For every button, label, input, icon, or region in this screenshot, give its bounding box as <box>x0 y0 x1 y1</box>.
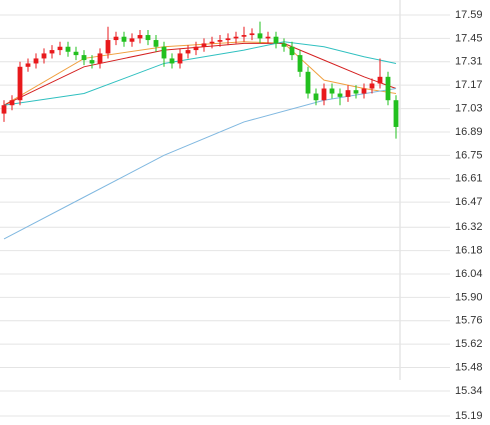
candle-body <box>73 51 79 56</box>
candle-body <box>121 36 127 42</box>
candle-body <box>113 36 119 41</box>
candle-body <box>129 38 135 42</box>
candle-body <box>233 36 239 39</box>
candle-body <box>25 63 31 67</box>
candle-body <box>105 40 111 54</box>
y-tick-label: 17.45 <box>455 32 483 44</box>
candle-body <box>321 88 327 101</box>
y-tick-label: 16.75 <box>455 149 483 161</box>
candle-body <box>153 40 159 47</box>
candle-body <box>297 55 303 72</box>
moving-average <box>3 41 397 106</box>
candle-body <box>193 46 199 51</box>
candle-body <box>97 53 103 64</box>
candle-body <box>257 33 263 39</box>
candle-body <box>305 71 311 94</box>
candle-body <box>33 58 39 64</box>
y-tick-label: 16.32 <box>455 221 483 233</box>
candle-body <box>369 83 375 89</box>
y-tick-label: 17.03 <box>455 102 483 114</box>
candle-body <box>57 46 63 51</box>
candle-body <box>393 100 399 127</box>
y-tick-label: 15.90 <box>455 291 483 303</box>
candle-body <box>241 35 247 37</box>
candle-body <box>137 35 143 39</box>
candle-body <box>353 90 359 94</box>
y-tick-label: 16.61 <box>455 173 483 185</box>
y-tick-label: 15.34 <box>455 385 483 397</box>
candle-body <box>329 88 335 94</box>
candle-body <box>9 100 15 106</box>
candle-body <box>41 53 47 59</box>
candle-body <box>17 66 23 101</box>
candle-body <box>65 46 71 52</box>
candle-body <box>89 60 95 64</box>
candle-body <box>169 58 175 64</box>
candle-body <box>377 76 383 84</box>
y-tick-label: 16.18 <box>455 244 483 256</box>
candle-body <box>49 50 55 54</box>
candle-body <box>1 105 7 114</box>
candle-body <box>273 36 279 44</box>
candle-body <box>185 50 191 54</box>
candle-body <box>281 43 287 47</box>
y-tick-label: 15.19 <box>455 410 483 422</box>
candle-body <box>209 41 215 44</box>
y-tick-label: 16.04 <box>455 268 483 280</box>
candle-body <box>249 33 255 36</box>
moving-average <box>3 88 397 240</box>
y-tick-label: 17.31 <box>455 56 483 68</box>
candle-body <box>361 88 367 94</box>
candle-body <box>161 46 167 59</box>
candle-body <box>337 93 343 97</box>
candle-body <box>145 35 151 41</box>
y-tick-label: 17.17 <box>455 79 483 91</box>
y-tick-label: 15.76 <box>455 315 483 327</box>
y-tick-label: 15.62 <box>455 338 483 350</box>
y-tick-label: 16.89 <box>455 126 483 138</box>
candle-body <box>81 55 87 61</box>
moving-average <box>3 42 397 106</box>
candle-body <box>217 40 223 42</box>
candle-body <box>289 46 295 56</box>
candle-body <box>225 38 231 41</box>
candle-body <box>265 36 271 39</box>
y-tick-label: 17.59 <box>455 9 483 21</box>
candle-body <box>177 53 183 64</box>
candle-body <box>201 43 207 47</box>
y-tick-label: 16.47 <box>455 196 483 208</box>
moving-average <box>3 41 397 106</box>
candle-body <box>313 93 319 101</box>
candle-body <box>385 76 391 101</box>
y-tick-label: 15.48 <box>455 361 483 373</box>
candle-body <box>345 90 351 97</box>
